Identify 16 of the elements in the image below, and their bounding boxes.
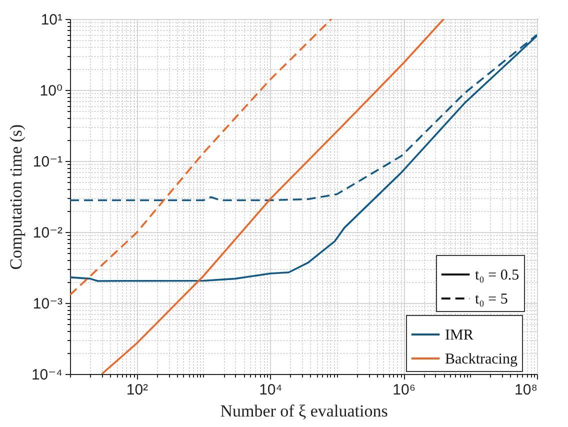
y-tick-label: 10⁰ bbox=[40, 82, 62, 100]
y-tick-label: 10⁻⁴ bbox=[31, 366, 62, 384]
y-tick-label: 10⁻³ bbox=[32, 296, 62, 312]
annotation: t₀ = 0.5 bbox=[475, 268, 520, 284]
legend-label: IMR bbox=[445, 328, 474, 344]
y-tick-label: 10⁻¹ bbox=[32, 154, 62, 170]
annotation: t₀ = 5 bbox=[475, 292, 508, 308]
x-tick-label: 10⁸ bbox=[514, 382, 538, 398]
y-tick-label: 10⁻² bbox=[32, 224, 62, 242]
x-tick-label: 10⁴ bbox=[259, 382, 282, 398]
y-axis-title: Computation time (s) bbox=[6, 124, 26, 270]
x-axis-title: Number of ξ evaluations bbox=[220, 402, 388, 420]
x-tick-label: 10⁶ bbox=[392, 382, 416, 398]
x-tick-label: 10² bbox=[126, 382, 148, 398]
legend-label: Backtracing bbox=[445, 352, 518, 368]
y-tick-label: 10¹ bbox=[40, 12, 62, 28]
